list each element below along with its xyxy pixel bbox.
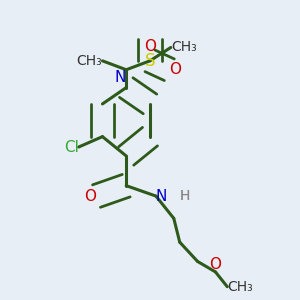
Text: S: S (145, 52, 155, 70)
Text: Cl: Cl (64, 140, 79, 154)
Text: O: O (144, 38, 156, 53)
Text: H: H (180, 189, 190, 203)
Text: N: N (156, 189, 167, 204)
Text: O: O (169, 62, 181, 77)
Text: H: H (180, 189, 190, 203)
Text: CH₃: CH₃ (77, 54, 102, 68)
Text: O: O (85, 189, 97, 204)
Text: CH₃: CH₃ (227, 280, 253, 294)
Text: O: O (209, 257, 221, 272)
Text: N: N (115, 70, 126, 85)
Text: CH₃: CH₃ (171, 40, 196, 55)
